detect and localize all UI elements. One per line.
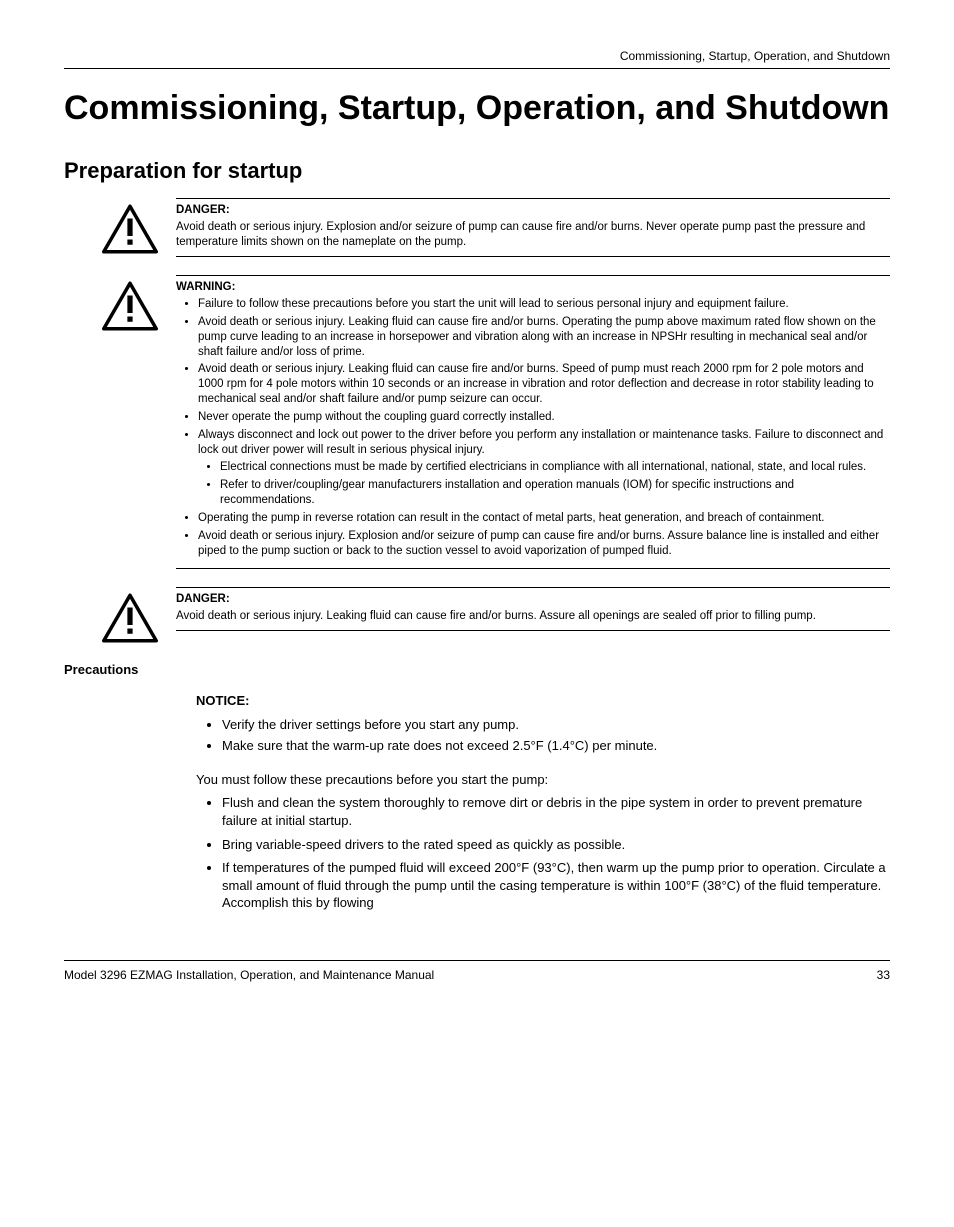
- callout-text: Avoid death or serious injury. Explosion…: [176, 221, 865, 248]
- callout-body: WARNING: Failure to follow these precaut…: [176, 275, 890, 569]
- list-item: If temperatures of the pumped fluid will…: [222, 859, 890, 912]
- precautions-heading: Precautions: [64, 661, 890, 679]
- list-item: Avoid death or serious injury. Leaking f…: [198, 362, 890, 407]
- section-title: Preparation for startup: [64, 156, 890, 186]
- notice-list: Verify the driver settings before you st…: [196, 716, 890, 755]
- page-footer: Model 3296 EZMAG Installation, Operation…: [64, 960, 890, 983]
- notice-block: NOTICE: Verify the driver settings befor…: [196, 692, 890, 755]
- notice-label: NOTICE:: [196, 692, 890, 710]
- body-list: Flush and clean the system thoroughly to…: [196, 794, 890, 911]
- body-lead: You must follow these precautions before…: [196, 771, 890, 789]
- running-header: Commissioning, Startup, Operation, and S…: [64, 48, 890, 69]
- callout-danger-2: DANGER: Avoid death or serious injury. L…: [102, 587, 890, 643]
- warning-triangle-icon: [102, 593, 158, 643]
- page-title: Commissioning, Startup, Operation, and S…: [64, 89, 890, 128]
- callout-body: DANGER: Avoid death or serious injury. E…: [176, 198, 890, 257]
- list-item: Avoid death or serious injury. Leaking f…: [198, 315, 890, 360]
- footer-left: Model 3296 EZMAG Installation, Operation…: [64, 967, 434, 983]
- list-item-text: Always disconnect and lock out power to …: [198, 429, 883, 456]
- list-item: Operating the pump in reverse rotation c…: [198, 511, 890, 526]
- list-item: Verify the driver settings before you st…: [222, 716, 890, 734]
- callout-label: DANGER:: [176, 203, 890, 218]
- list-item: Failure to follow these precautions befo…: [198, 297, 890, 312]
- callout-label: WARNING:: [176, 280, 890, 295]
- callout-warning: WARNING: Failure to follow these precaut…: [102, 275, 890, 569]
- list-item: Flush and clean the system thoroughly to…: [222, 794, 890, 829]
- list-item: Bring variable-speed drivers to the rate…: [222, 836, 890, 854]
- callout-label: DANGER:: [176, 592, 890, 607]
- list-item: Electrical connections must be made by c…: [220, 460, 890, 475]
- callout-danger-1: DANGER: Avoid death or serious injury. E…: [102, 198, 890, 257]
- warning-list: Failure to follow these precautions befo…: [176, 297, 890, 559]
- list-item: Never operate the pump without the coupl…: [198, 410, 890, 425]
- callout-body: DANGER: Avoid death or serious injury. L…: [176, 587, 890, 631]
- sub-list: Electrical connections must be made by c…: [198, 460, 890, 508]
- warning-triangle-icon: [102, 204, 158, 254]
- warning-triangle-icon: [102, 281, 158, 331]
- precautions-body: You must follow these precautions before…: [196, 771, 890, 912]
- callout-text: Avoid death or serious injury. Leaking f…: [176, 610, 816, 622]
- list-item: Make sure that the warm-up rate does not…: [222, 737, 890, 755]
- list-item: Always disconnect and lock out power to …: [198, 428, 890, 508]
- footer-page-number: 33: [877, 967, 890, 983]
- list-item: Avoid death or serious injury. Explosion…: [198, 529, 890, 559]
- list-item: Refer to driver/coupling/gear manufactur…: [220, 478, 890, 508]
